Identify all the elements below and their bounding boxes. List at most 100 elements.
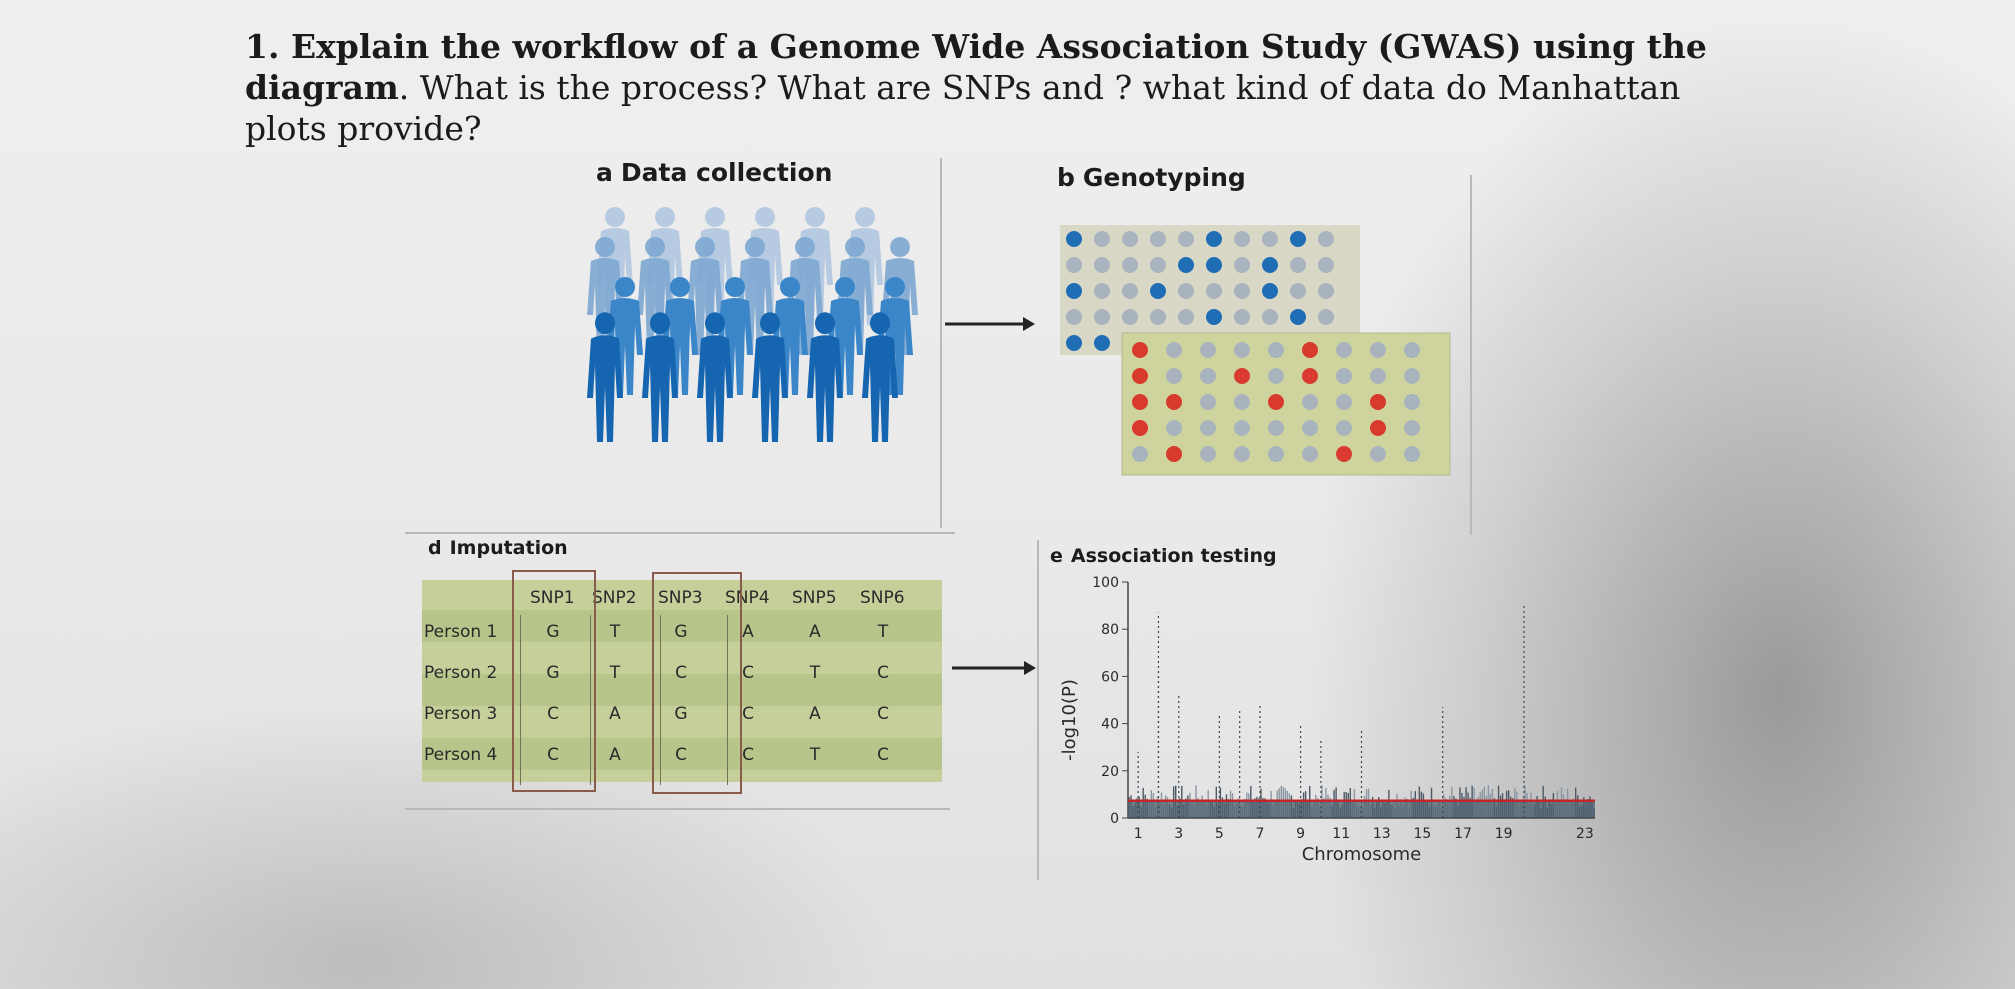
genotype-dot-grey bbox=[1234, 446, 1250, 462]
x-tick-label: 23 bbox=[1576, 826, 1594, 842]
x-axis-label: Chromosome bbox=[1302, 844, 1422, 865]
genotype-dot-grey bbox=[1262, 309, 1278, 325]
genotype-dot-red bbox=[1132, 394, 1148, 410]
genotype-dot-grid bbox=[1060, 225, 1451, 476]
x-tick-label: 15 bbox=[1413, 826, 1431, 842]
genotype-dot-grey bbox=[1166, 420, 1182, 436]
genotype-dot-blue bbox=[1262, 257, 1278, 273]
genotype-dot-grey bbox=[1066, 309, 1082, 325]
person-row-label: Person 2 bbox=[424, 663, 498, 683]
question-text: 1. Explain the workflow of a Genome Wide… bbox=[245, 26, 1765, 149]
genotype-dot-grey bbox=[1200, 446, 1216, 462]
snp-column-header: SNP1 bbox=[530, 588, 575, 608]
arrow-d-to-e bbox=[952, 661, 1036, 675]
allele-cell: A bbox=[809, 704, 821, 724]
genotype-dot-blue bbox=[1066, 231, 1082, 247]
genotype-dot-red bbox=[1370, 394, 1386, 410]
genotype-dot-grey bbox=[1122, 309, 1138, 325]
genotype-dot-grey bbox=[1206, 283, 1222, 299]
allele-cell: A bbox=[742, 622, 754, 642]
genotype-dot-grey bbox=[1336, 368, 1352, 384]
genotype-dot-grey bbox=[1302, 446, 1318, 462]
genotype-dot-grey bbox=[1122, 257, 1138, 273]
genotype-dot-blue bbox=[1094, 335, 1110, 351]
allele-cell: T bbox=[877, 622, 889, 642]
genotype-dot-grey bbox=[1336, 342, 1352, 358]
panel-d-label: d Imputation bbox=[428, 537, 568, 559]
genotype-dot-grey bbox=[1404, 394, 1420, 410]
table-column-separator bbox=[660, 615, 661, 785]
genotype-dot-blue bbox=[1066, 335, 1082, 351]
snp1-highlight-box bbox=[512, 570, 596, 792]
allele-cell: A bbox=[609, 745, 621, 765]
genotype-dot-grey bbox=[1150, 257, 1166, 273]
allele-cell: C bbox=[675, 663, 687, 683]
allele-cell: T bbox=[609, 663, 621, 683]
genotype-dot-grey bbox=[1132, 446, 1148, 462]
genotype-dot-grey bbox=[1370, 342, 1386, 358]
question-bold: 1. Explain the workflow of a Genome Wide… bbox=[245, 27, 1707, 107]
x-tick-label: 17 bbox=[1454, 826, 1472, 842]
genotype-dot-grey bbox=[1178, 283, 1194, 299]
y-tick-label: 80 bbox=[1101, 622, 1119, 638]
allele-cell: C bbox=[675, 745, 687, 765]
genotype-dot-grey bbox=[1404, 420, 1420, 436]
x-tick-label: 19 bbox=[1495, 826, 1513, 842]
genotype-dot-grey bbox=[1166, 368, 1182, 384]
genotype-dot-grey bbox=[1150, 231, 1166, 247]
x-tick-label: 7 bbox=[1256, 826, 1265, 842]
person-row-label: Person 4 bbox=[424, 745, 498, 765]
genotype-dot-grey bbox=[1268, 368, 1284, 384]
genotype-dot-red bbox=[1336, 446, 1352, 462]
genotype-dot-blue bbox=[1206, 231, 1222, 247]
genotype-dot-grey bbox=[1166, 342, 1182, 358]
genotype-dot-grey bbox=[1318, 283, 1334, 299]
genotype-dot-grey bbox=[1370, 368, 1386, 384]
snp-column-header: SNP5 bbox=[792, 588, 837, 608]
genotype-dot-grey bbox=[1268, 420, 1284, 436]
genotype-dot-blue bbox=[1206, 257, 1222, 273]
allele-cell: C bbox=[877, 745, 889, 765]
x-tick-label: 5 bbox=[1215, 826, 1224, 842]
divider-top-bottom bbox=[405, 532, 955, 534]
table-row-band bbox=[422, 610, 942, 642]
allele-cell: A bbox=[809, 622, 821, 642]
genotype-dot-grey bbox=[1262, 231, 1278, 247]
allele-cell: C bbox=[547, 704, 559, 724]
genotype-dot-grey bbox=[1404, 446, 1420, 462]
allele-cell: G bbox=[674, 622, 688, 642]
genotype-dot-grey bbox=[1234, 309, 1250, 325]
x-tick-label: 1 bbox=[1134, 826, 1143, 842]
allele-cell: C bbox=[547, 745, 559, 765]
allele-cell: A bbox=[609, 704, 621, 724]
genotype-dot-blue bbox=[1066, 283, 1082, 299]
y-axis-label: -log10(P) bbox=[1059, 679, 1080, 761]
people-silhouettes bbox=[587, 207, 918, 442]
table-row-band bbox=[422, 674, 942, 706]
snp-column-header: SNP2 bbox=[592, 588, 637, 608]
y-tick-label: 60 bbox=[1101, 669, 1119, 685]
y-tick-label: 40 bbox=[1101, 717, 1119, 733]
allele-cell: G bbox=[674, 704, 688, 724]
panel-a-label: a Data collection bbox=[596, 158, 833, 187]
snp-column-header: SNP4 bbox=[725, 588, 770, 608]
genotype-dot-grey bbox=[1094, 309, 1110, 325]
genotype-dot-red bbox=[1166, 394, 1182, 410]
genotype-dot-grey bbox=[1404, 342, 1420, 358]
genotype-dot-blue bbox=[1290, 231, 1306, 247]
genotype-dot-grey bbox=[1200, 368, 1216, 384]
genotype-dot-grey bbox=[1290, 257, 1306, 273]
panel-e-label: e Association testing bbox=[1050, 545, 1277, 567]
y-tick-label: 0 bbox=[1110, 811, 1119, 827]
divider-b-right bbox=[1470, 175, 1472, 535]
x-tick-label: 13 bbox=[1373, 826, 1391, 842]
genotype-dot-blue bbox=[1290, 309, 1306, 325]
person-row-label: Person 3 bbox=[424, 704, 498, 724]
genotype-dot-grey bbox=[1200, 342, 1216, 358]
snp-column-header: SNP3 bbox=[658, 588, 703, 608]
genotype-dot-blue bbox=[1206, 309, 1222, 325]
genotype-dot-grey bbox=[1094, 231, 1110, 247]
genotype-dot-grey bbox=[1178, 231, 1194, 247]
genotype-dot-grey bbox=[1122, 283, 1138, 299]
